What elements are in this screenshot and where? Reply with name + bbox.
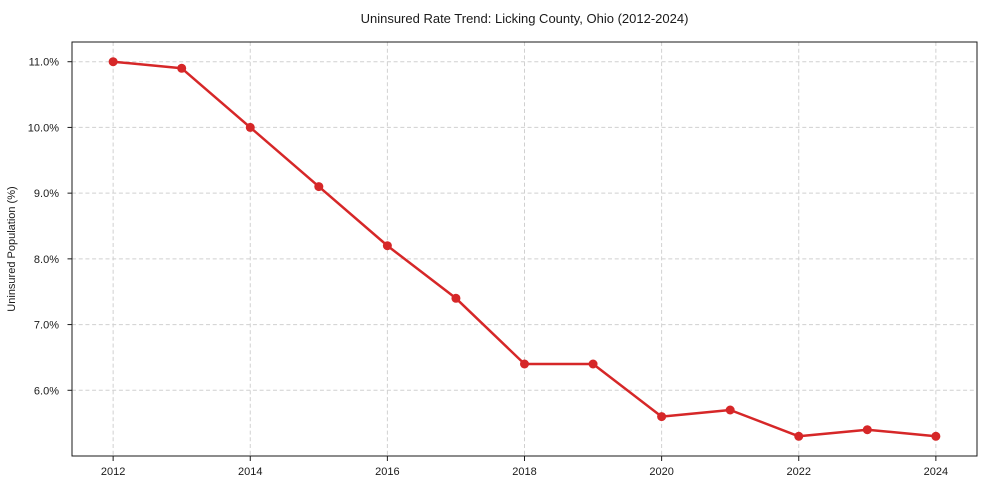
y-tick-label: 9.0% [34, 188, 59, 200]
data-point-2017 [451, 293, 461, 303]
data-point-2016 [382, 241, 392, 251]
data-point-2023 [862, 425, 872, 435]
data-point-2015 [314, 182, 324, 192]
data-point-2014 [245, 122, 255, 132]
chart-title: Uninsured Rate Trend: Licking County, Oh… [360, 11, 689, 26]
data-point-2013 [177, 63, 187, 73]
x-tick-label: 2022 [787, 466, 811, 478]
data-point-2012 [108, 57, 118, 67]
x-tick-label: 2024 [924, 466, 948, 478]
y-tick-label: 7.0% [34, 320, 59, 332]
x-tick-label: 2020 [649, 466, 673, 478]
data-point-2019 [588, 359, 598, 369]
data-point-2022 [794, 431, 804, 441]
x-tick-label: 2014 [238, 466, 262, 478]
data-point-2018 [520, 359, 529, 369]
x-tick-label: 2018 [512, 466, 536, 478]
data-point-2020 [657, 412, 667, 422]
y-tick-label: 11.0% [29, 57, 60, 69]
x-tick-label: 2012 [101, 466, 125, 478]
y-tick-label: 10.0% [28, 122, 59, 134]
x-tick-label: 2016 [375, 466, 399, 478]
y-tick-label: 6.0% [34, 385, 59, 397]
data-point-2024 [931, 431, 941, 441]
y-tick-label: 8.0% [34, 254, 59, 266]
data-point-2021 [725, 405, 735, 415]
